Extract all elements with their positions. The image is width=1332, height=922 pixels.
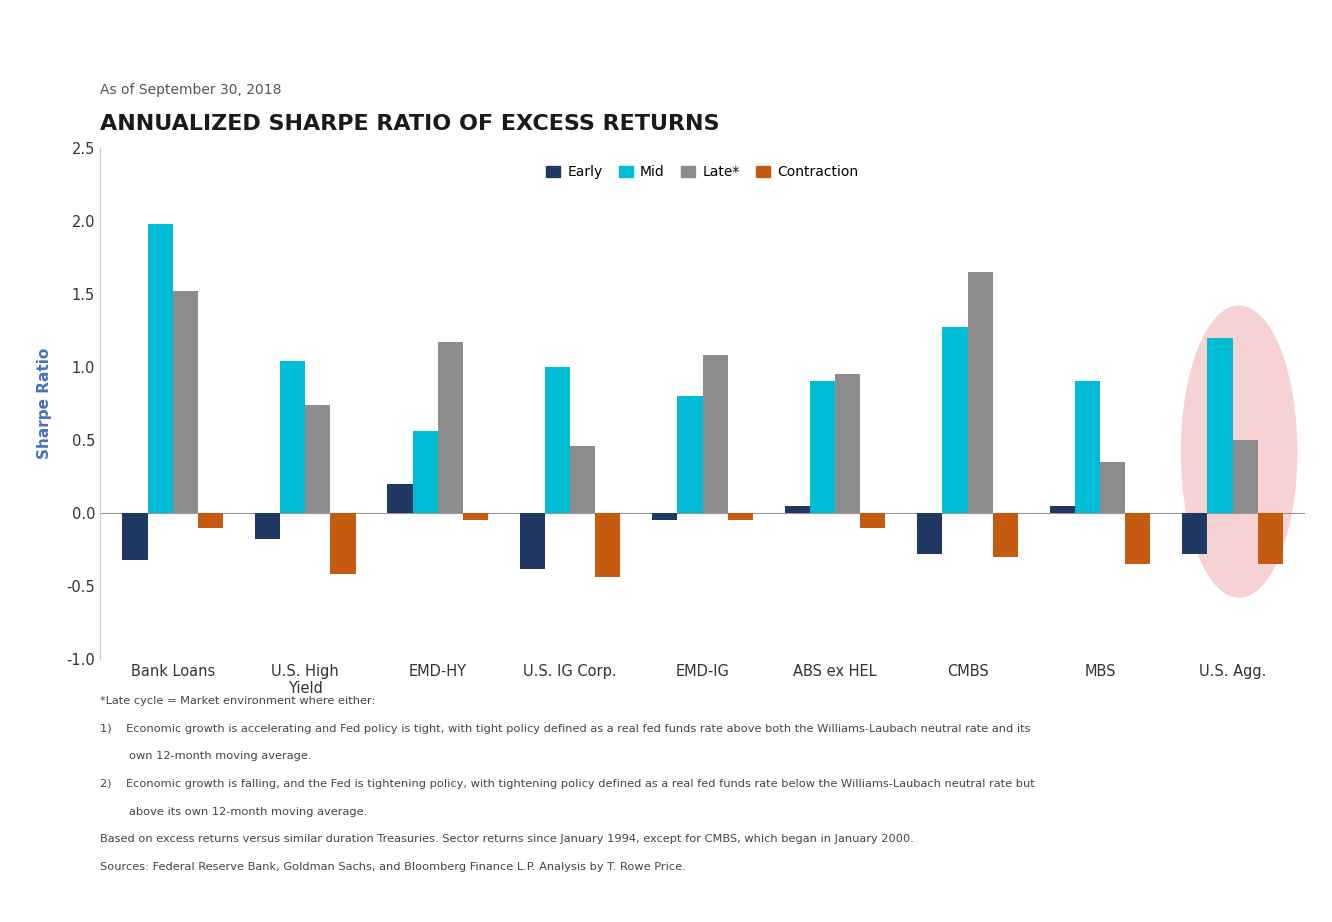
Text: 2)    Economic growth is falling, and the Fed is tightening policy, with tighten: 2) Economic growth is falling, and the F… <box>100 779 1035 789</box>
Text: above its own 12-month moving average.: above its own 12-month moving average. <box>100 807 368 817</box>
Bar <box>519 513 545 569</box>
Bar <box>785 505 810 513</box>
Bar <box>413 431 438 513</box>
Bar <box>462 513 488 520</box>
Bar <box>173 290 198 513</box>
Bar <box>148 223 173 513</box>
Bar <box>918 513 943 554</box>
Bar <box>1232 440 1257 513</box>
Text: ANNUALIZED SHARPE RATIO OF EXCESS RETURNS: ANNUALIZED SHARPE RATIO OF EXCESS RETURN… <box>100 113 719 134</box>
Bar <box>305 405 330 513</box>
Bar <box>570 445 595 513</box>
Bar <box>727 513 753 520</box>
Text: 1)    Economic growth is accelerating and Fed policy is tight, with tight policy: 1) Economic growth is accelerating and F… <box>100 724 1031 734</box>
Bar <box>702 355 727 513</box>
Bar <box>1075 382 1100 513</box>
Text: Based on excess returns versus similar duration Treasuries. Sector returns since: Based on excess returns versus similar d… <box>100 834 914 845</box>
Bar <box>330 513 356 574</box>
Bar <box>1207 337 1232 513</box>
Text: *Late cycle = Market environment where either:: *Late cycle = Market environment where e… <box>100 696 376 706</box>
Bar <box>280 361 305 513</box>
Bar <box>1257 513 1283 564</box>
Y-axis label: Sharpe Ratio: Sharpe Ratio <box>37 348 52 459</box>
Bar <box>835 374 860 513</box>
Bar <box>967 272 992 513</box>
Bar <box>1050 505 1075 513</box>
Bar <box>860 513 886 527</box>
Text: As of September 30, 2018: As of September 30, 2018 <box>100 83 281 97</box>
Bar <box>388 484 413 513</box>
Bar <box>1100 462 1126 513</box>
Bar <box>678 396 702 513</box>
Bar <box>1126 513 1151 564</box>
Bar <box>810 382 835 513</box>
Bar <box>992 513 1018 557</box>
Bar <box>198 513 222 527</box>
Legend: Early, Mid, Late*, Contraction: Early, Mid, Late*, Contraction <box>541 160 863 184</box>
Text: own 12-month moving average.: own 12-month moving average. <box>100 751 312 762</box>
Bar <box>123 513 148 560</box>
Text: Sources: Federal Reserve Bank, Goldman Sachs, and Bloomberg Finance L.P. Analysi: Sources: Federal Reserve Bank, Goldman S… <box>100 862 686 872</box>
Ellipse shape <box>1181 305 1297 597</box>
Bar <box>1183 513 1207 554</box>
Bar <box>653 513 678 520</box>
Bar <box>943 327 967 513</box>
Bar <box>438 342 462 513</box>
Bar <box>545 367 570 513</box>
Bar <box>254 513 280 539</box>
Bar <box>595 513 621 577</box>
